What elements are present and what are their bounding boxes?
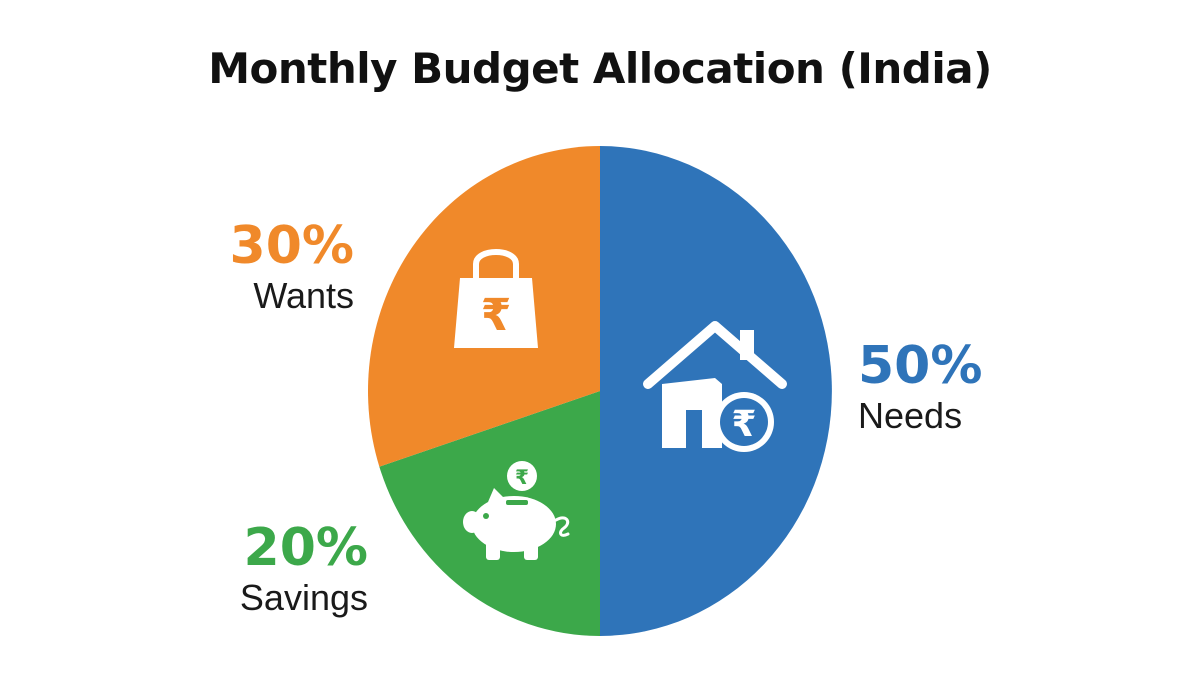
slice-label-needs: 50% Needs — [858, 338, 982, 438]
house-rupee-icon: ₹ — [640, 318, 790, 463]
rupee-symbol: ₹ — [481, 290, 512, 341]
slice-label-wants: 30% Wants — [230, 218, 354, 318]
slice-category-savings: Savings — [239, 577, 368, 618]
chart-title: Monthly Budget Allocation (India) — [208, 44, 992, 93]
slice-value-wants: 30% — [229, 216, 354, 276]
rupee-symbol: ₹ — [515, 465, 529, 489]
slice-category-needs: Needs — [858, 395, 963, 436]
slice-category-wants: Wants — [253, 275, 354, 316]
slice-value-needs: 50% — [858, 336, 983, 396]
slice-value-savings: 20% — [243, 518, 368, 578]
shopping-bag-rupee-icon: ₹ — [446, 238, 546, 359]
piggy-bank-rupee-icon: ₹ — [462, 458, 582, 567]
slice-label-savings: 20% Savings — [240, 520, 368, 620]
rupee-symbol: ₹ — [731, 404, 756, 445]
